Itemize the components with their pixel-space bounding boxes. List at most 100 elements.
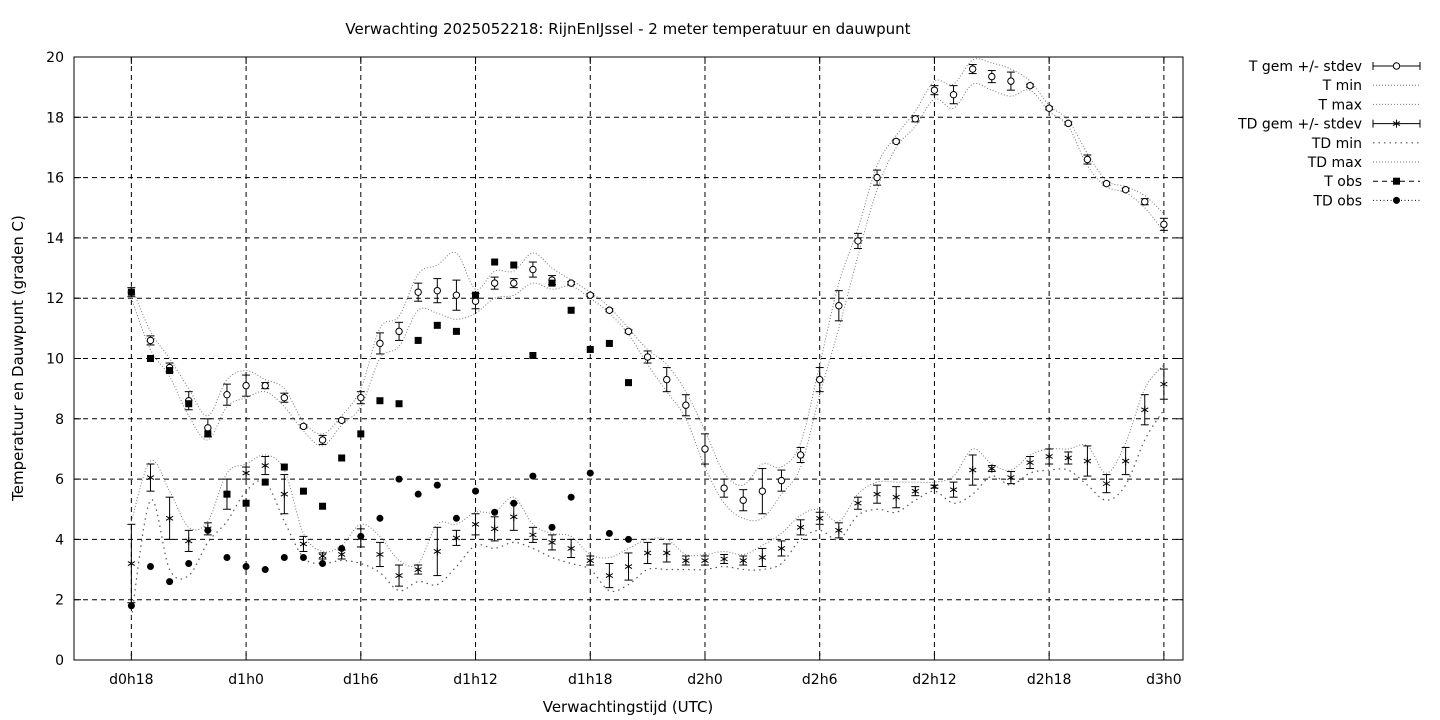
t-mean-point bbox=[777, 476, 786, 485]
td-mean-point bbox=[739, 556, 747, 565]
y-tick-label: 4 bbox=[55, 532, 64, 548]
x-axis-label: Verwachtingstijd (UTC) bbox=[543, 698, 714, 716]
t-obs-point bbox=[280, 463, 288, 471]
td-mean-point bbox=[1064, 453, 1073, 462]
t-mean-point bbox=[223, 390, 231, 399]
t-mean-point bbox=[567, 279, 575, 287]
t-obs-point bbox=[414, 336, 422, 344]
t-obs-point bbox=[452, 327, 460, 335]
t-obs-point bbox=[357, 430, 365, 438]
td-mean-point bbox=[663, 548, 671, 557]
t-obs-point bbox=[433, 321, 441, 329]
t-mean-point bbox=[376, 339, 384, 348]
y-tick-label: 18 bbox=[46, 110, 64, 126]
t-mean-point bbox=[605, 306, 614, 314]
td-obs-point bbox=[452, 514, 460, 522]
td-mean-point bbox=[1026, 458, 1034, 467]
td-obs-point bbox=[204, 526, 212, 534]
t-obs-point bbox=[472, 291, 480, 299]
td-obs-point bbox=[261, 566, 269, 574]
t-mean-point bbox=[452, 291, 461, 299]
t-mean-point bbox=[758, 487, 767, 495]
td-mean-point bbox=[261, 461, 269, 470]
t-mean-point bbox=[816, 375, 824, 384]
t-obs-point bbox=[319, 502, 327, 510]
x-tick-label: d1h18 bbox=[568, 672, 612, 688]
td-mean-point bbox=[529, 530, 537, 539]
t-mean-point bbox=[796, 451, 805, 459]
chart-title: Verwachting 2025052218: RijnEnIJssel - 2… bbox=[345, 20, 910, 38]
td-mean-point bbox=[1083, 457, 1092, 466]
y-tick-label: 16 bbox=[46, 171, 64, 187]
x-tick-label: d2h18 bbox=[1027, 672, 1071, 688]
td-obs-point bbox=[433, 481, 441, 489]
y-tick-label: 12 bbox=[46, 291, 64, 307]
y-tick-label: 6 bbox=[55, 472, 64, 488]
t-mean-point bbox=[835, 302, 843, 310]
t-obs-point bbox=[510, 261, 518, 269]
td-obs-point bbox=[529, 472, 537, 480]
td-obs-point bbox=[185, 560, 193, 568]
td-obs-point bbox=[395, 475, 403, 483]
td-mean-point bbox=[1141, 405, 1149, 414]
x-tick-label: d2h0 bbox=[687, 672, 723, 688]
legend-label-td_mean: TD gem +/- stdev bbox=[1237, 117, 1362, 133]
t-mean-point bbox=[682, 401, 690, 409]
legend-label-td_obs: TD obs bbox=[1312, 193, 1362, 209]
td-mean-point bbox=[777, 544, 786, 553]
t-obs-point bbox=[605, 339, 613, 347]
t-mean-point bbox=[1064, 119, 1072, 128]
td-mean-point bbox=[471, 520, 480, 529]
t-obs-point bbox=[586, 345, 594, 353]
t-obs-point bbox=[395, 400, 403, 408]
td-mean-point bbox=[1102, 479, 1111, 488]
t-mean-point bbox=[337, 416, 346, 425]
x-tick-label: d1h6 bbox=[343, 672, 379, 688]
td-obs-point bbox=[338, 544, 346, 552]
grid bbox=[74, 57, 1183, 660]
td-mean-point bbox=[701, 556, 709, 565]
x-tick-label: d0h18 bbox=[109, 672, 153, 688]
series-marks bbox=[127, 64, 1168, 610]
t-min-line bbox=[130, 82, 1165, 522]
t-obs-point bbox=[242, 499, 250, 507]
td-mean-point bbox=[376, 550, 384, 559]
t-mean-point bbox=[911, 115, 920, 123]
y-tick-label: 0 bbox=[55, 653, 64, 669]
y-axis-label: Temperatuur en Dauwpunt (graden C) bbox=[9, 215, 27, 502]
t-mean-point bbox=[1007, 77, 1015, 85]
legend-marker-t_obs bbox=[1393, 177, 1400, 185]
td-obs-point bbox=[472, 487, 480, 495]
td-mean-point bbox=[318, 551, 327, 560]
t-obs-point bbox=[204, 430, 212, 438]
td-obs-point bbox=[223, 553, 231, 561]
t-mean-point bbox=[663, 375, 671, 384]
td-mean-point bbox=[930, 482, 939, 491]
legend-label-t_obs: T obs bbox=[1323, 174, 1362, 190]
td-obs-point bbox=[242, 563, 250, 571]
y-tick-label: 20 bbox=[46, 50, 64, 66]
td-mean-point bbox=[873, 490, 881, 499]
td-mean-point bbox=[548, 538, 556, 547]
t-mean-point bbox=[242, 381, 250, 390]
t-mean-point bbox=[1121, 185, 1130, 194]
td-obs-point bbox=[548, 523, 556, 531]
td-mean-point bbox=[165, 514, 174, 523]
legend: T gem +/- stdev T min T max TD gem +/- stde… bbox=[1237, 59, 1421, 209]
td-mean-point bbox=[892, 493, 900, 502]
t-mean-point bbox=[261, 381, 269, 390]
t-mean-point bbox=[1083, 155, 1092, 164]
td-obs-point bbox=[299, 553, 307, 561]
td-mean-point bbox=[242, 469, 250, 478]
legend-label-td_min: TD min bbox=[1311, 136, 1362, 152]
t-mean-point bbox=[873, 173, 881, 182]
td-mean-point bbox=[1045, 452, 1053, 461]
t-obs-point bbox=[548, 279, 556, 287]
t-mean-point bbox=[930, 86, 939, 94]
td-mean-point bbox=[720, 554, 728, 563]
t-obs-point bbox=[567, 306, 575, 314]
td-obs-point bbox=[127, 602, 135, 610]
y-tick-label: 2 bbox=[55, 593, 64, 609]
t-mean-point bbox=[146, 336, 155, 345]
